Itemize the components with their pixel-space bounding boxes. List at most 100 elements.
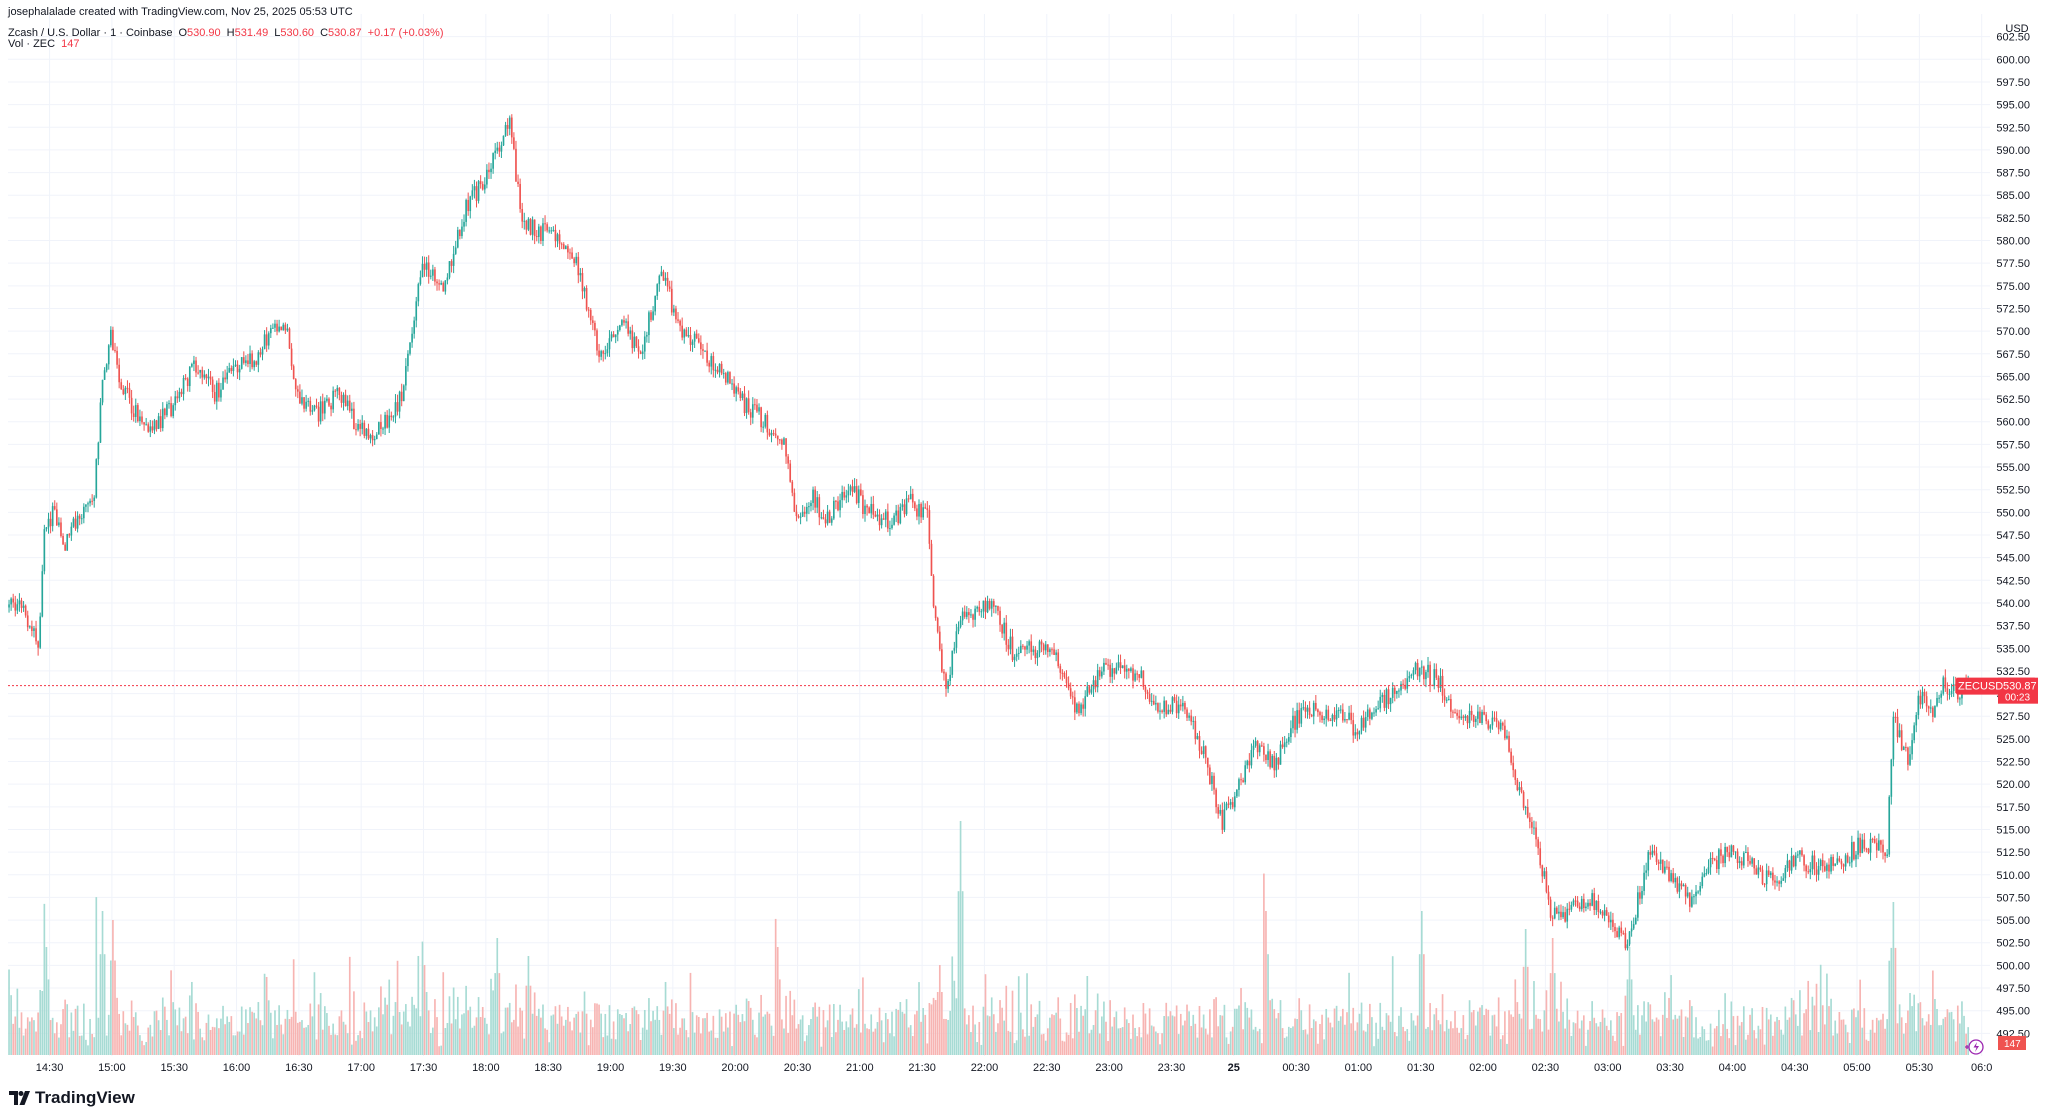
volume-bar [365,1011,368,1055]
candle-body [569,252,571,254]
candle-body [1013,656,1016,661]
candle-body [1306,707,1309,712]
symbol-title[interactable]: Zcash / U.S. Dollar · 1 · Coinbase [8,27,173,39]
volume-bar [1387,1015,1390,1055]
volume-tag-bg [1998,1036,2026,1050]
volume-bar [188,995,191,1055]
volume-bar [357,1035,359,1055]
volume-bar [1418,954,1421,1055]
candle-body [751,404,754,418]
candle-body [1558,911,1560,914]
candle-body [801,511,804,517]
volume-bar [477,997,480,1055]
volume-bar [855,1024,858,1055]
volume-bar [1580,1020,1583,1055]
volume-bar [1917,1003,1920,1055]
volume-legend[interactable]: Vol · ZEC 147 [8,38,79,50]
volume-bar [1732,1016,1735,1055]
candle-body [714,369,717,371]
candle-body [643,336,646,352]
candle-body [8,604,10,608]
volume-bar [1728,1038,1731,1055]
volume-bar [64,999,66,1055]
candle-body [515,148,517,182]
volume-bar [1423,954,1425,1055]
candle-body [1622,932,1625,934]
volume-bar [1325,1008,1328,1055]
volume-bar [1539,1019,1542,1055]
candle-body [1501,722,1504,726]
candle-body [1884,852,1886,856]
candle-body [1196,736,1199,740]
volume-bar [1740,1022,1743,1055]
ohlc-legend[interactable]: Zcash / U.S. Dollar · 1 · Coinbase O530.9… [8,27,444,39]
candle-body [205,374,208,379]
lightning-icon[interactable] [1965,1039,1984,1055]
candle-body [562,244,565,250]
candle-body [1138,674,1141,678]
candle-body [513,137,515,149]
volume-bar [91,1033,93,1055]
volume-bar [1094,1010,1097,1055]
volume-bar [556,1023,559,1055]
candle-body [1011,636,1014,661]
volume-bar [488,1034,490,1055]
volume-bar [1184,1020,1186,1055]
candle-body [612,334,615,338]
volume-bar [546,1029,548,1055]
candle-body [1256,741,1259,753]
volume-bar [1871,1019,1874,1055]
volume-bar [961,891,964,1055]
candle-body [1705,872,1708,874]
candle-body [1312,702,1315,717]
candle-body [53,506,56,510]
volume-bar [1034,1017,1037,1055]
volume-bar [1342,1008,1344,1055]
volume-bar [791,1015,794,1055]
volume-bar [500,1033,503,1055]
volume-bar [110,960,112,1055]
volume-bar [1046,1028,1049,1055]
candle-body [1292,715,1294,729]
candle-body [184,377,187,379]
candle-body [762,426,765,428]
volume-bar [789,990,792,1055]
price-axis[interactable]: USD 602.50600.00597.50595.00592.50590.00… [1996,23,2030,1040]
candle-body [301,397,303,404]
candle-body [727,372,729,383]
volume-bar [689,972,692,1055]
volume-bar [338,1016,341,1055]
candle-body [1909,754,1911,765]
candle-body [222,377,224,390]
volume-bar [843,1029,846,1055]
candle-body [889,528,891,530]
candle-body [1321,715,1323,721]
candle-body [1287,737,1290,742]
candle-body [1076,703,1078,713]
volume-bar [1506,1043,1508,1055]
candle-body [1285,741,1288,743]
tradingview-logo[interactable]: TradingView [9,1088,135,1108]
volume-bar [1290,1027,1292,1055]
volume-bar [714,1037,717,1055]
volume-bar [768,1013,771,1055]
volume-bar [1333,1008,1336,1055]
volume-bar [1693,1037,1695,1055]
candle-body [1886,854,1888,856]
candle-body [1032,649,1035,652]
volume-bar [22,1035,25,1055]
candle-body [1412,670,1415,675]
volume-bar [1840,1019,1843,1055]
volume-bar [833,1004,835,1055]
volume-bar [922,1008,924,1055]
volume-bar [1628,947,1631,1055]
candle-body [1539,848,1542,866]
candle-body [677,319,679,321]
volume-bar [274,1010,276,1055]
time-axis[interactable]: 14:30 15:00 15:30 16:00 16:30 17:00 17:30 18:00… [36,1062,1993,1074]
candle-body [1358,730,1361,735]
candle-body [1215,789,1217,808]
volume-bar [35,1031,37,1055]
volume-bar [1742,1006,1745,1055]
